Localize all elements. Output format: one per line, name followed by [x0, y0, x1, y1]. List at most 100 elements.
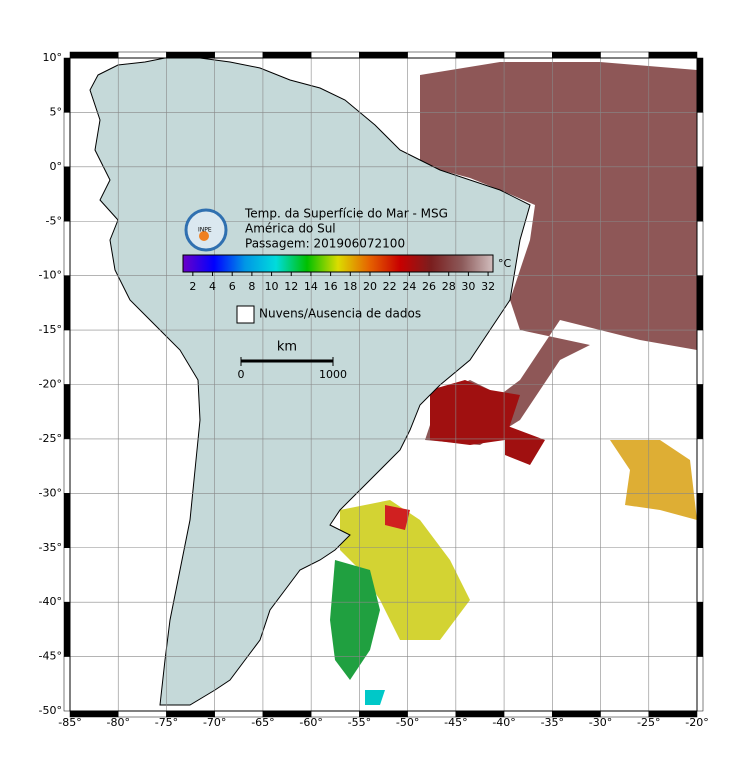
frame-band	[552, 51, 601, 59]
lat-tick-label: -30°	[39, 486, 62, 499]
colorbar-tick-label: 18	[343, 280, 357, 293]
colorbar-tick-label: 8	[248, 280, 255, 293]
title: Temp. da Superfície do Mar - MSG	[244, 207, 448, 221]
lat-tick-label: -20°	[39, 378, 62, 391]
frame-band	[696, 329, 704, 385]
colorbar-tick-label: 10	[265, 280, 279, 293]
lat-tick-label: 10°	[43, 51, 63, 64]
colorbar-tick-label: 26	[422, 280, 436, 293]
frame-band	[63, 329, 71, 385]
colorbar-tick-label: 30	[461, 280, 475, 293]
legend-label: Nuvens/Ausencia de dados	[259, 307, 421, 321]
lon-tick-label: -35°	[541, 716, 564, 729]
lon-tick-label: -80°	[106, 716, 129, 729]
lat-tick-label: -25°	[39, 432, 62, 445]
pass: Passagem: 201906072100	[245, 237, 405, 251]
lat-tick-label: -35°	[39, 541, 62, 554]
frame-band	[407, 51, 457, 59]
lon-tick-label: -40°	[492, 716, 515, 729]
lon-tick-label: -60°	[299, 716, 322, 729]
colorbar-tick-label: 12	[284, 280, 298, 293]
frame-band	[696, 493, 704, 549]
frame-band	[63, 221, 71, 276]
scale-bar: km 0 1000	[238, 340, 348, 382]
lat-tick-label: 0°	[50, 160, 63, 173]
lat-tick-label: -5°	[46, 214, 62, 227]
lon-tick-label: -25°	[637, 716, 660, 729]
scale-unit: km	[277, 340, 297, 355]
map-frame	[69, 57, 698, 712]
frame-band	[117, 51, 167, 59]
colorbar-tick-label: 14	[304, 280, 318, 293]
frame-band	[63, 656, 71, 712]
scale-tick-label: 0	[238, 368, 245, 381]
frame-band	[696, 275, 704, 331]
lon-tick-label: -75°	[155, 716, 178, 729]
frame-band	[310, 51, 360, 59]
map-area	[89, 58, 697, 706]
frame-band	[600, 51, 650, 59]
graticule	[63, 51, 704, 718]
sst-south	[330, 500, 470, 705]
colorbar-tick-label: 20	[363, 280, 377, 293]
colorbar-tick-label: 16	[324, 280, 338, 293]
frame-band	[696, 656, 704, 712]
lon-tick-label: -50°	[396, 716, 419, 729]
frame-band	[359, 51, 408, 59]
colorbar-tick-label: 6	[229, 280, 236, 293]
lon-tick-label: -45°	[444, 716, 467, 729]
frame-band	[696, 221, 704, 276]
frame-band	[262, 51, 312, 59]
frame-band	[63, 275, 71, 331]
colorbar-unit: °C	[498, 257, 512, 270]
colorbar-tick-label: 4	[209, 280, 216, 293]
logo: INPE	[184, 208, 228, 252]
frame-band	[63, 57, 71, 113]
colorbar-tick-label: 22	[383, 280, 397, 293]
lon-tick-label: -30°	[589, 716, 612, 729]
frame-band	[63, 601, 71, 657]
frame-band	[214, 51, 264, 59]
lat-tick-label: -50°	[39, 704, 62, 717]
frame-band	[696, 112, 704, 168]
frame-band	[696, 601, 704, 657]
colorbar-tick-label: 24	[402, 280, 416, 293]
sst-yellow	[610, 440, 697, 520]
frame-band	[648, 51, 698, 59]
lon-tick-label: -65°	[251, 716, 274, 729]
frame-band	[696, 166, 704, 222]
frame-band	[63, 166, 71, 222]
frame-band	[696, 57, 704, 113]
colorbar-tick-label: 28	[442, 280, 456, 293]
sst-warm	[420, 62, 697, 445]
frame-band	[63, 438, 71, 494]
logo-text: INPE	[198, 227, 212, 234]
frame-band	[69, 51, 119, 59]
lon-tick-label: -70°	[203, 716, 226, 729]
lon-tick-label: -85°	[58, 716, 81, 729]
lat-tick-label: -40°	[39, 595, 62, 608]
frame-band	[455, 51, 505, 59]
frame-band	[63, 384, 71, 440]
lat-tick-label: 5°	[50, 105, 63, 118]
frame-band	[503, 51, 553, 59]
lat-tick-label: -15°	[39, 323, 62, 336]
region: América do Sul	[245, 222, 336, 236]
scale-tick-label: 1000	[319, 368, 347, 381]
colorbar-tick-label: 32	[481, 280, 495, 293]
frame-band	[696, 384, 704, 440]
lat-tick-label: -10°	[39, 269, 62, 282]
sst-red	[430, 380, 545, 465]
frame-band	[166, 51, 215, 59]
lat-tick-label: -45°	[39, 650, 62, 663]
frame-band	[696, 438, 704, 494]
frame-band	[63, 493, 71, 549]
colorbar	[182, 254, 494, 273]
frame-band	[63, 547, 71, 603]
frame-band	[696, 547, 704, 603]
legend-swatch	[236, 305, 255, 324]
lon-tick-label: -20°	[685, 716, 708, 729]
lon-tick-label: -55°	[348, 716, 371, 729]
colorbar-tick-label: 2	[189, 280, 196, 293]
